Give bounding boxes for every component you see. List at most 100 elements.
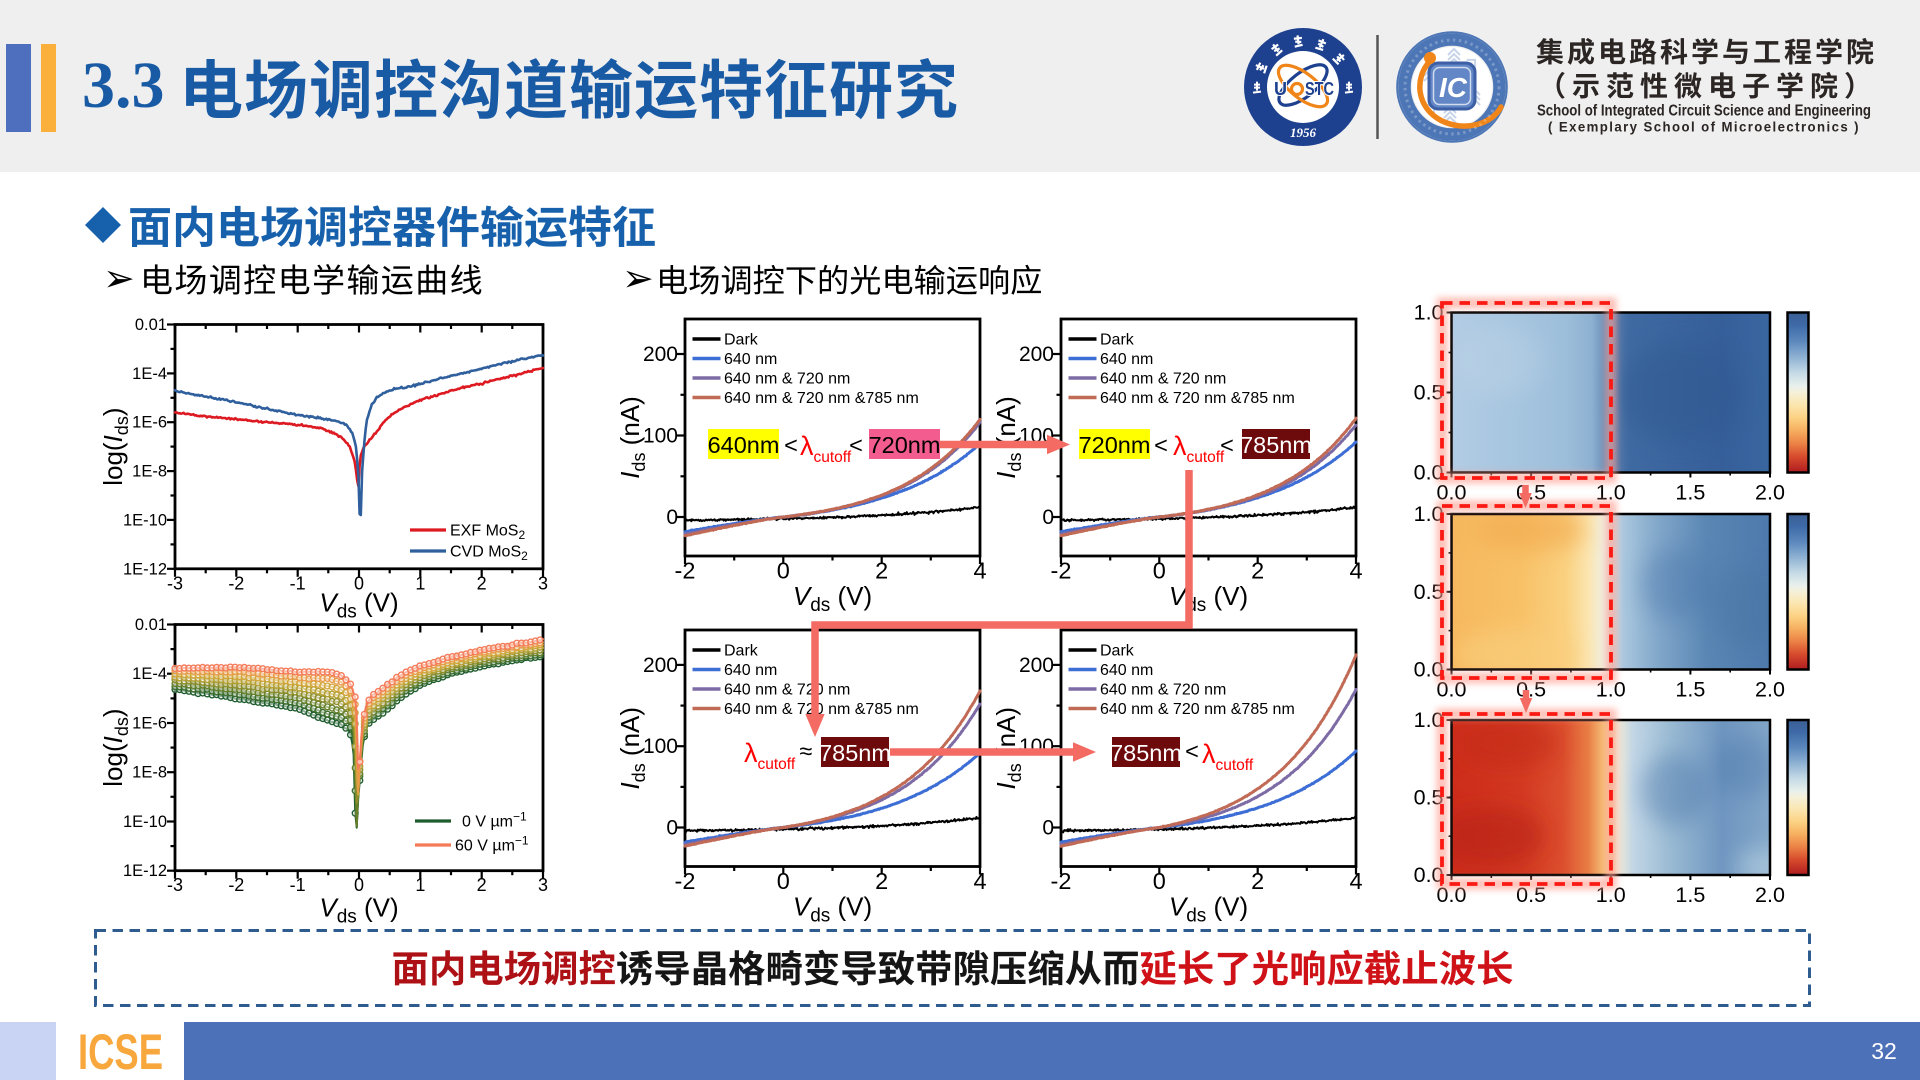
svg-text:640 nm & 720 nm &785 nm: 640 nm & 720 nm &785 nm xyxy=(724,390,919,407)
svg-text:≈: ≈ xyxy=(800,738,813,764)
svg-text:2: 2 xyxy=(477,875,487,895)
svg-text:STC: STC xyxy=(1305,79,1334,99)
svg-text:-1: -1 xyxy=(290,875,306,895)
svg-text:100: 100 xyxy=(643,425,678,448)
svg-text:785nm: 785nm xyxy=(1240,432,1312,458)
svg-text:2: 2 xyxy=(1251,868,1264,894)
svg-text:1956: 1956 xyxy=(1290,125,1317,140)
svg-text:CVD MoS2: CVD MoS2 xyxy=(450,544,528,564)
svg-text:Vds (V): Vds (V) xyxy=(1169,892,1248,927)
svg-text:4: 4 xyxy=(1349,558,1362,584)
svg-text:1E-10: 1E-10 xyxy=(123,813,167,831)
svg-text:0: 0 xyxy=(1153,868,1166,894)
svg-text:720nm: 720nm xyxy=(1079,432,1151,458)
svg-text:0: 0 xyxy=(666,506,678,529)
svg-text:1E-4: 1E-4 xyxy=(132,665,167,683)
svg-text:2.0: 2.0 xyxy=(1755,883,1785,907)
svg-text:1E-8: 1E-8 xyxy=(132,463,167,481)
svg-text:-2: -2 xyxy=(228,875,244,895)
svg-text:200: 200 xyxy=(1019,654,1054,677)
svg-text:2: 2 xyxy=(875,868,888,894)
svg-text:1E-4: 1E-4 xyxy=(132,365,167,383)
svg-text:2.0: 2.0 xyxy=(1755,678,1785,702)
svg-text:1E-12: 1E-12 xyxy=(123,560,167,578)
svg-text:640nm: 640nm xyxy=(708,432,780,458)
svg-text:Vds (V): Vds (V) xyxy=(1169,581,1248,616)
svg-text:1: 1 xyxy=(415,573,425,593)
svg-text:-3: -3 xyxy=(167,573,183,593)
svg-text:200: 200 xyxy=(643,343,678,366)
svg-text:Dark: Dark xyxy=(724,643,759,660)
svg-text:640 nm: 640 nm xyxy=(724,662,777,679)
svg-text:0: 0 xyxy=(1153,558,1166,584)
svg-text:<: < xyxy=(1154,432,1168,458)
svg-text:0: 0 xyxy=(666,817,678,840)
svg-text:Dark: Dark xyxy=(1100,332,1135,349)
svg-text:0 V µm−1: 0 V µm−1 xyxy=(462,810,527,831)
svg-text:785nm: 785nm xyxy=(819,740,891,766)
svg-text:4: 4 xyxy=(1349,868,1362,894)
svg-text:3.3: 3.3 xyxy=(82,49,165,122)
svg-text:785nm: 785nm xyxy=(1110,740,1182,766)
svg-text:640 nm: 640 nm xyxy=(1100,351,1153,368)
svg-text:640 nm & 720 nm: 640 nm & 720 nm xyxy=(1100,682,1226,699)
svg-text:Dark: Dark xyxy=(1100,643,1135,660)
svg-text:-2: -2 xyxy=(228,573,244,593)
svg-text:200: 200 xyxy=(1019,343,1054,366)
svg-text:2.0: 2.0 xyxy=(1755,481,1785,505)
svg-text:4: 4 xyxy=(973,558,986,584)
svg-text:640 nm & 720 nm &785 nm: 640 nm & 720 nm &785 nm xyxy=(1100,390,1295,407)
svg-text:1E-12: 1E-12 xyxy=(123,862,167,880)
svg-text:640 nm: 640 nm xyxy=(724,351,777,368)
svg-text:640 nm & 720 nm &785 nm: 640 nm & 720 nm &785 nm xyxy=(724,701,919,718)
svg-text:-2: -2 xyxy=(1051,558,1072,584)
svg-text:640 nm: 640 nm xyxy=(1100,662,1153,679)
svg-text:640 nm & 720 nm: 640 nm & 720 nm xyxy=(724,371,850,388)
svg-text:Vds (V): Vds (V) xyxy=(793,892,872,927)
svg-text:Dark: Dark xyxy=(724,332,759,349)
svg-text:-2: -2 xyxy=(1051,868,1072,894)
svg-text:Ids (nA): Ids (nA) xyxy=(615,396,649,479)
svg-text:640 nm & 720 nm: 640 nm & 720 nm xyxy=(1100,371,1226,388)
svg-text:0: 0 xyxy=(777,558,790,584)
svg-text:1.5: 1.5 xyxy=(1675,883,1705,907)
svg-text:1E-6: 1E-6 xyxy=(132,414,167,432)
svg-text:720nm: 720nm xyxy=(869,432,941,458)
svg-text:0: 0 xyxy=(777,868,790,894)
svg-text:Vds (V): Vds (V) xyxy=(793,581,872,616)
svg-text:-1: -1 xyxy=(290,573,306,593)
svg-text:2: 2 xyxy=(875,558,888,584)
svg-text:U: U xyxy=(1274,79,1287,99)
svg-text:0.01: 0.01 xyxy=(135,616,167,634)
svg-text:<: < xyxy=(1185,738,1199,764)
svg-text:<: < xyxy=(784,432,798,458)
svg-text:1: 1 xyxy=(415,875,425,895)
svg-text:0.01: 0.01 xyxy=(135,316,167,334)
svg-text:Ids (nA): Ids (nA) xyxy=(615,707,649,790)
svg-text:Vds (V): Vds (V) xyxy=(319,587,398,622)
svg-text:-2: -2 xyxy=(675,868,696,894)
svg-text:Vds (V): Vds (V) xyxy=(319,893,398,928)
svg-text:2: 2 xyxy=(1251,558,1264,584)
svg-text:3: 3 xyxy=(538,573,548,593)
svg-text:3: 3 xyxy=(538,875,548,895)
svg-text:EXF MoS2: EXF MoS2 xyxy=(450,523,525,543)
svg-text:ICSE: ICSE xyxy=(78,1024,163,1080)
svg-text:0: 0 xyxy=(1042,506,1054,529)
svg-text:200: 200 xyxy=(643,654,678,677)
svg-text:1E-8: 1E-8 xyxy=(132,764,167,782)
svg-text:1E-6: 1E-6 xyxy=(132,714,167,732)
svg-text:100: 100 xyxy=(643,735,678,758)
svg-text:( Exemplary School of Microele: ( Exemplary School of Microelectronics ) xyxy=(1548,119,1860,135)
svg-text:0: 0 xyxy=(354,875,364,895)
svg-text:-2: -2 xyxy=(675,558,696,584)
svg-text:-3: -3 xyxy=(167,875,183,895)
svg-text:1.5: 1.5 xyxy=(1675,678,1705,702)
svg-text:640 nm & 720 nm &785 nm: 640 nm & 720 nm &785 nm xyxy=(1100,701,1295,718)
svg-text:60 V µm−1: 60 V µm−1 xyxy=(455,834,529,855)
svg-text:2: 2 xyxy=(477,573,487,593)
svg-text:School of Integrated Circuit S: School of Integrated Circuit Science and… xyxy=(1537,103,1871,120)
svg-text:0: 0 xyxy=(1042,817,1054,840)
svg-text:1.5: 1.5 xyxy=(1675,481,1705,505)
svg-text:0: 0 xyxy=(354,573,364,593)
